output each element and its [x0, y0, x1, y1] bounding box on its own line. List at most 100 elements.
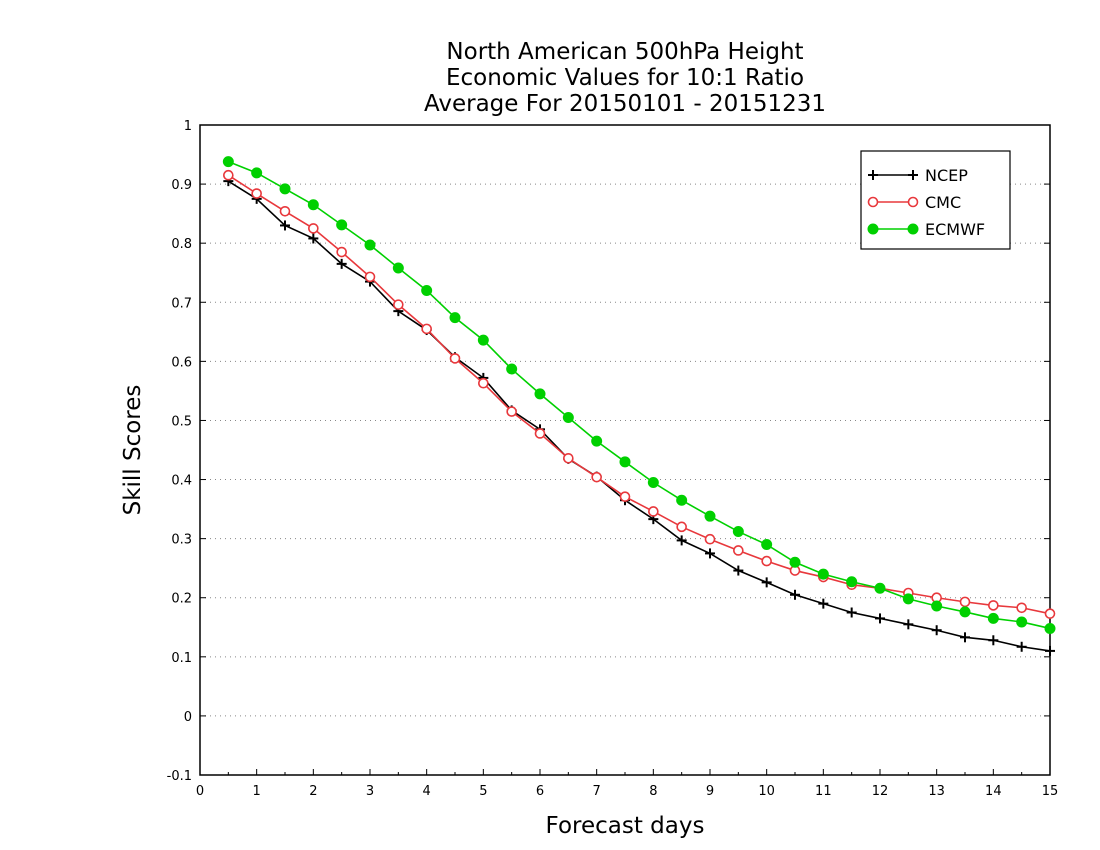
data-point-ecmwf	[1044, 622, 1056, 634]
x-tick-label: 14	[985, 784, 1002, 799]
legend-marker	[868, 170, 878, 180]
x-tick-label: 9	[706, 784, 714, 799]
data-point-ecmwf	[336, 219, 348, 231]
data-point-ecmwf	[676, 494, 688, 506]
data-point-cmc	[676, 521, 687, 533]
x-tick-label: 3	[366, 784, 374, 799]
x-axis: 0 1 2 3 4 5 6 7 8 9 10 11 12 13 14 15	[196, 769, 1058, 799]
x-tick-label: 4	[423, 784, 431, 799]
data-point-ncep	[761, 577, 772, 588]
legend-marker	[907, 223, 919, 235]
data-point-cmc	[988, 600, 999, 611]
data-point-ecmwf	[874, 582, 886, 594]
data-point-ecmwf	[846, 576, 858, 588]
data-point-ecmwf	[647, 477, 659, 488]
data-point-ecmwf	[789, 556, 801, 568]
data-point-ecmwf	[1016, 616, 1028, 628]
chart-title-line-3: Average For 20150101 - 20151231	[424, 91, 826, 117]
y-tick-label: 0.6	[171, 355, 192, 370]
data-point-cmc	[733, 545, 744, 556]
legend-marker	[867, 223, 879, 235]
data-point-cmc	[308, 223, 319, 234]
data-point-ecmwf	[987, 612, 999, 624]
chart-title-line-2: Economic Values for 10:1 Ratio	[446, 65, 804, 91]
data-point-ncep	[308, 233, 319, 244]
data-point-ecmwf	[931, 600, 943, 612]
y-tick-label: -0.1	[167, 769, 192, 784]
y-axis: -0.1 0 0.1 0.2 0.3 0.4 0.5 0.6 0.7 0.8 0.9 1	[167, 119, 1050, 784]
data-point-cmc	[563, 452, 574, 464]
data-point-cmc	[336, 246, 347, 258]
legend-label: ECMWF	[925, 220, 985, 239]
data-point-cmc	[364, 271, 376, 283]
data-point-cmc	[506, 406, 517, 417]
legend-label: NCEP	[925, 166, 968, 185]
x-tick-label: 6	[536, 784, 544, 799]
legend-item-cmc: CMC	[867, 193, 961, 212]
data-point-ncep	[988, 635, 999, 646]
data-point-ecmwf	[392, 262, 404, 274]
y-tick-label: 0.5	[171, 414, 192, 429]
chart-title-line-1: North American 500hPa Height	[446, 39, 803, 65]
x-tick-label: 7	[593, 784, 601, 799]
data-point-cmc	[393, 299, 404, 310]
data-point-ncep	[1045, 645, 1055, 656]
data-point-ncep	[676, 535, 687, 546]
data-point-ecmwf	[959, 606, 971, 618]
y-tick-label: 0.1	[171, 651, 192, 666]
data-point-cmc	[421, 323, 432, 335]
y-tick-label: 0.2	[171, 592, 192, 607]
data-point-ncep	[705, 548, 715, 559]
data-point-cmc	[619, 491, 631, 502]
x-tick-label: 15	[1042, 784, 1059, 799]
data-point-ecmwf	[251, 167, 263, 179]
x-tick-label: 11	[815, 784, 832, 799]
data-point-cmc	[704, 533, 716, 545]
y-tick-label: 1	[184, 119, 192, 134]
x-tick-label: 5	[479, 784, 487, 799]
data-point-ecmwf	[591, 435, 603, 447]
y-tick-label: 0.3	[171, 533, 192, 548]
data-point-ncep	[960, 632, 970, 643]
data-point-ecmwf	[761, 539, 773, 551]
x-tick-label: 0	[196, 784, 204, 799]
y-tick-label: 0	[184, 710, 192, 725]
data-point-ecmwf	[562, 412, 574, 423]
data-point-ecmwf	[619, 456, 631, 468]
data-point-cmc	[1016, 602, 1027, 614]
data-point-ecmwf	[449, 312, 461, 324]
data-point-ncep	[875, 613, 885, 624]
data-point-cmc	[761, 555, 772, 567]
y-tick-label: 0.4	[171, 474, 192, 489]
data-point-ecmwf	[534, 388, 546, 400]
legend-box	[860, 150, 1011, 250]
data-point-ncep	[818, 598, 829, 609]
data-point-cmc	[449, 353, 461, 364]
series-cmc	[223, 169, 1056, 619]
data-point-ecmwf	[704, 510, 716, 522]
data-point-ecmwf	[506, 363, 518, 375]
data-point-cmc	[534, 428, 546, 439]
data-point-ncep	[903, 619, 914, 630]
series	[222, 156, 1056, 656]
data-point-ecmwf	[279, 183, 291, 195]
data-point-cmc	[223, 169, 234, 181]
gridlines	[200, 183, 1050, 717]
data-point-cmc	[251, 188, 262, 199]
x-tick-label: 12	[872, 784, 889, 799]
data-point-ecmwf	[421, 284, 433, 296]
legend-item-ncep: NCEP	[868, 166, 968, 185]
y-tick-label: 0.8	[171, 237, 192, 252]
data-point-ncep	[336, 258, 347, 269]
data-point-ncep	[280, 220, 290, 231]
data-point-ncep	[931, 625, 942, 636]
data-point-ecmwf	[477, 334, 489, 346]
y-tick-label: 0.9	[171, 178, 192, 193]
data-point-ecmwf	[307, 199, 319, 211]
data-point-cmc	[1044, 608, 1056, 619]
legend: NCEP CMC ECMWF	[860, 150, 1011, 250]
data-point-cmc	[591, 471, 602, 483]
data-point-ncep	[790, 589, 800, 600]
legend-item-ecmwf: ECMWF	[867, 220, 985, 239]
data-point-ecmwf	[222, 156, 234, 168]
